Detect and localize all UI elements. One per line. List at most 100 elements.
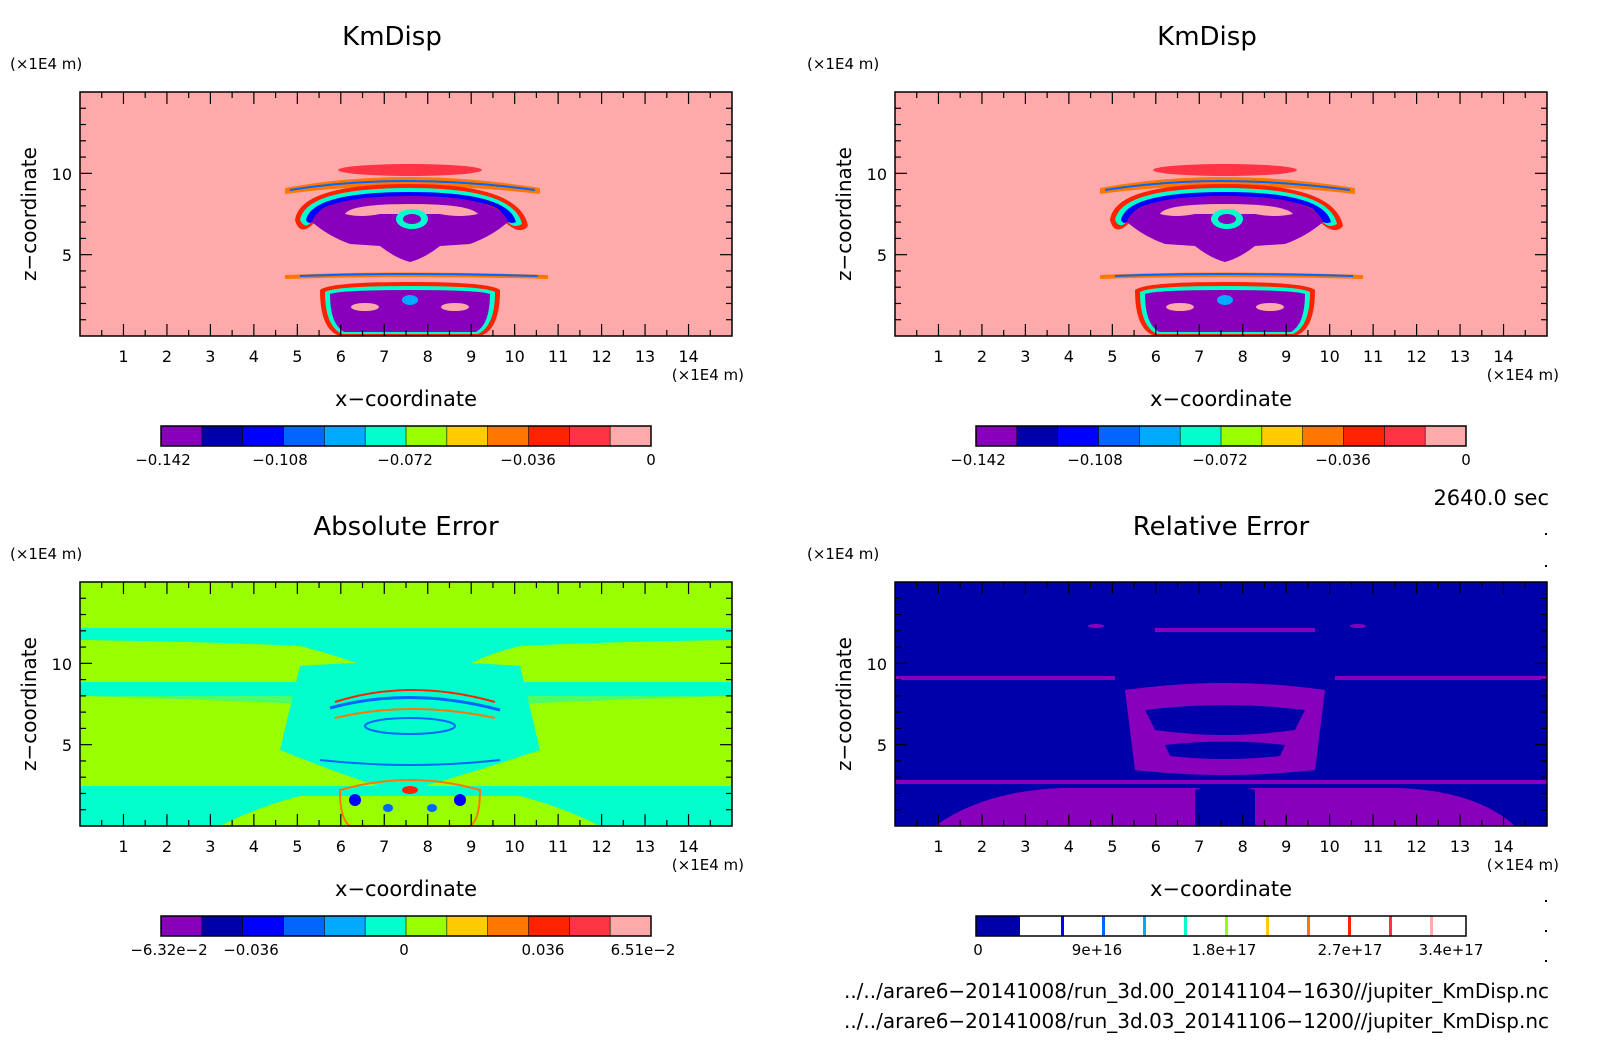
colorbar-swatch [446, 916, 489, 936]
colorbar-swatch [1016, 426, 1059, 446]
colorbar-tick-label: 0 [1461, 451, 1471, 469]
x-tick-label: 2 [977, 347, 987, 366]
x-tick-label: 5 [292, 837, 302, 856]
x-tick-label: 11 [1363, 837, 1383, 856]
plot-area [894, 581, 1548, 827]
x-tick-label: 2 [977, 837, 987, 856]
colorbar-swatch [446, 426, 489, 446]
colorbar-tick-label: −0.108 [1067, 451, 1123, 469]
colorbar-tick-label: 1.8e+17 [1192, 941, 1257, 959]
colorbar-swatch [487, 426, 529, 446]
colorbar-tick-label: 0.036 [522, 941, 565, 959]
colorbar-swatch [1180, 426, 1222, 446]
colorbar [160, 915, 652, 937]
x-tick-label: 5 [292, 347, 302, 366]
colorbar-swatch [976, 426, 1018, 446]
colorbar-marks [1061, 916, 1433, 936]
colorbar-low-segment [976, 916, 1020, 936]
colorbar-frame [975, 425, 1467, 447]
x-axis-label: x−coordinate [1150, 877, 1292, 901]
colorbar-tick-label: 0 [973, 941, 983, 959]
x-tick-label: 14 [1493, 347, 1513, 366]
tick-marks [80, 582, 732, 826]
x-axis-label: x−coordinate [1150, 387, 1292, 411]
colorbar-tick-label: −0.036 [1315, 451, 1371, 469]
colorbar-frame [160, 915, 652, 937]
x-unit-label: (×1E4 m) [672, 366, 744, 384]
colorbar-tick-label: −0.108 [252, 451, 308, 469]
colorbar-swatch [487, 916, 529, 936]
x-tick-label: 6 [336, 347, 346, 366]
x-tick-label: 4 [1064, 837, 1074, 856]
colorbar-swatch [1302, 426, 1344, 446]
colorbar-frame [160, 425, 652, 447]
plot-area [894, 91, 1548, 337]
margin-dots [1545, 533, 1547, 962]
colorbar-tick-labels: −0.142 −0.108 −0.072 −0.036 0 [950, 451, 1471, 469]
colorbar-swatch [1221, 426, 1263, 446]
x-tick-label: 4 [249, 347, 259, 366]
colorbar-swatch [324, 916, 366, 936]
x-tick-label: 14 [678, 837, 698, 856]
colorbar-tick-labels: −0.142 −0.108 −0.072 −0.036 0 [135, 451, 656, 469]
colorbar-swatch [528, 916, 570, 936]
colorbar-swatch [242, 426, 284, 446]
x-tick-label: 13 [635, 347, 655, 366]
colorbar-tick-label: −0.142 [135, 451, 191, 469]
y-tick-label: 5 [877, 736, 887, 755]
x-tick-label: 8 [423, 347, 433, 366]
colorbar-tick-label: −0.036 [500, 451, 556, 469]
colorbar-tick-label: 6.51e−2 [611, 941, 676, 959]
colorbar-relative [975, 915, 1467, 937]
colorbar-tick-label: −0.072 [1192, 451, 1248, 469]
x-tick-label: 7 [1194, 347, 1204, 366]
colorbar [975, 425, 1467, 447]
x-tick-label: 6 [1151, 837, 1161, 856]
x-tick-label: 9 [1281, 837, 1291, 856]
x-tick-label: 8 [1238, 837, 1248, 856]
panel-absolute-error: Absolute Error (×1E4 m) [10, 512, 744, 959]
panel-relative-error: Relative Error (×1E4 m) [807, 512, 1559, 959]
plot-area [79, 581, 733, 827]
colorbar-swatch [1098, 426, 1140, 446]
x-tick-labels: 1 2 3 4 5 6 7 8 9 10 11 12 13 14 [118, 837, 698, 856]
colorbar-swatch [365, 426, 407, 446]
colorbar-swatch [610, 426, 652, 446]
panel-title: KmDisp [1157, 22, 1257, 52]
x-unit-label: (×1E4 m) [1487, 856, 1559, 874]
x-tick-labels: 1 2 3 4 5 6 7 8 9 10 11 12 13 14 [933, 347, 1513, 366]
x-tick-label: 11 [548, 347, 568, 366]
panel-kmdisp-left: KmDisp (×1E4 m) [10, 22, 744, 469]
y-unit-label: (×1E4 m) [10, 545, 82, 563]
panel-title: Relative Error [1133, 512, 1310, 542]
x-tick-label: 13 [1450, 347, 1470, 366]
colorbar-tick-label: 2.7e+17 [1318, 941, 1383, 959]
y-unit-label: (×1E4 m) [10, 55, 82, 73]
y-tick-label: 5 [62, 246, 72, 265]
x-tick-label: 8 [423, 837, 433, 856]
colorbar-swatch [610, 916, 652, 936]
x-tick-label: 1 [933, 347, 943, 366]
colorbar-tick-label: −0.142 [950, 451, 1006, 469]
colorbar-swatch [1261, 426, 1304, 446]
colorbar-frame [975, 915, 1467, 937]
colorbar-tick-labels: −6.32e−2 −0.036 0 0.036 6.51e−2 [130, 941, 675, 959]
tick-marks [895, 582, 1547, 826]
colorbar-swatch [1057, 426, 1099, 446]
x-tick-label: 3 [205, 347, 215, 366]
colorbar-swatch [1343, 426, 1385, 446]
colorbar-swatch [242, 916, 284, 936]
x-tick-label: 3 [1020, 347, 1030, 366]
x-tick-label: 9 [1281, 347, 1291, 366]
x-tick-label: 6 [1151, 347, 1161, 366]
y-axis-label: z−coordinate [17, 147, 41, 281]
colorbar-high-segment [1020, 916, 1466, 936]
tick-marks [895, 92, 1547, 336]
x-tick-label: 10 [1319, 347, 1339, 366]
panel-title: Absolute Error [313, 512, 499, 542]
x-tick-labels: 1 2 3 4 5 6 7 8 9 10 11 12 13 14 [933, 837, 1513, 856]
x-tick-label: 7 [379, 347, 389, 366]
x-tick-label: 1 [118, 837, 128, 856]
colorbar-swatch [406, 426, 448, 446]
